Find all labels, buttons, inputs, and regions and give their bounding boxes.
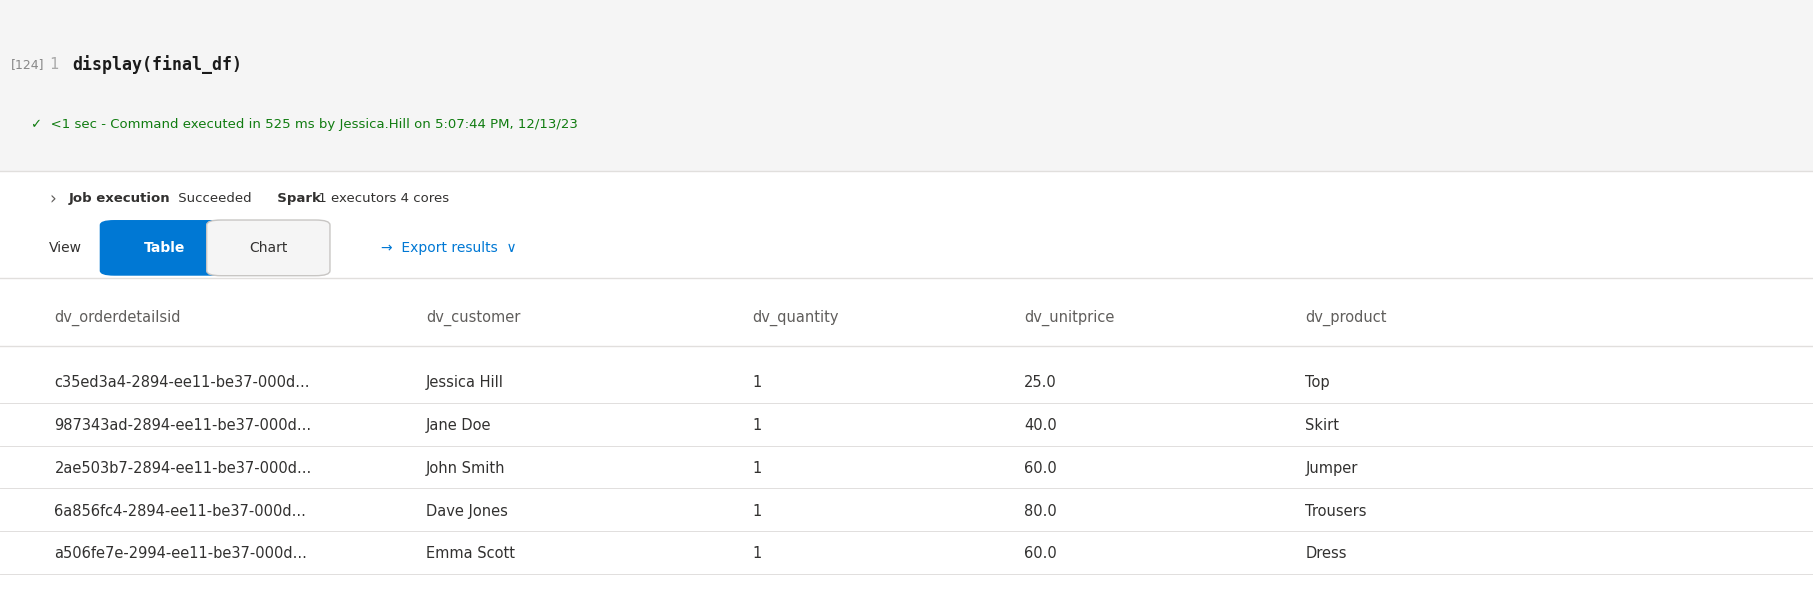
Text: 80.0: 80.0 [1024, 504, 1057, 518]
Text: 1: 1 [49, 57, 58, 72]
Text: Jumper: Jumper [1305, 461, 1358, 476]
Text: display(final_df): display(final_df) [73, 54, 243, 74]
Text: Dress: Dress [1305, 547, 1347, 561]
Text: c35ed3a4-2894-ee11-be37-000d...: c35ed3a4-2894-ee11-be37-000d... [54, 375, 310, 390]
Text: →  Export results  ∨: → Export results ∨ [381, 241, 517, 255]
Text: View: View [49, 241, 82, 255]
Text: 60.0: 60.0 [1024, 547, 1057, 561]
Text: 60.0: 60.0 [1024, 461, 1057, 476]
Text: Top: Top [1305, 375, 1331, 390]
Text: a506fe7e-2994-ee11-be37-000d...: a506fe7e-2994-ee11-be37-000d... [54, 547, 306, 561]
Text: Emma Scott: Emma Scott [426, 547, 515, 561]
Text: ✓  <1 sec - Command executed in 525 ms by Jessica.Hill on 5:07:44 PM, 12/13/23: ✓ <1 sec - Command executed in 525 ms by… [31, 118, 578, 131]
Text: dv_customer: dv_customer [426, 310, 520, 326]
Text: John Smith: John Smith [426, 461, 506, 476]
Text: Chart: Chart [248, 241, 288, 255]
Text: Jessica Hill: Jessica Hill [426, 375, 504, 390]
Text: [124]: [124] [11, 58, 44, 71]
Text: 1 executors 4 cores: 1 executors 4 cores [314, 192, 450, 206]
Text: 6a856fc4-2894-ee11-be37-000d...: 6a856fc4-2894-ee11-be37-000d... [54, 504, 306, 518]
Text: 1: 1 [752, 418, 761, 433]
Text: dv_unitprice: dv_unitprice [1024, 310, 1115, 326]
Text: ›: › [49, 190, 56, 208]
Text: dv_orderdetailsid: dv_orderdetailsid [54, 310, 181, 326]
Text: Jane Doe: Jane Doe [426, 418, 491, 433]
Text: Dave Jones: Dave Jones [426, 504, 508, 518]
Text: Trousers: Trousers [1305, 504, 1367, 518]
Text: 1: 1 [752, 461, 761, 476]
FancyBboxPatch shape [0, 0, 1813, 171]
Text: 40.0: 40.0 [1024, 418, 1057, 433]
Text: 1: 1 [752, 547, 761, 561]
Text: dv_product: dv_product [1305, 310, 1387, 326]
Text: Spark: Spark [268, 192, 321, 206]
Text: 1: 1 [752, 504, 761, 518]
Text: 987343ad-2894-ee11-be37-000d...: 987343ad-2894-ee11-be37-000d... [54, 418, 312, 433]
Text: 1: 1 [752, 375, 761, 390]
Text: Skirt: Skirt [1305, 418, 1340, 433]
Text: Table: Table [145, 241, 185, 255]
FancyBboxPatch shape [100, 220, 230, 276]
Text: Job execution: Job execution [69, 192, 170, 206]
Text: Succeeded: Succeeded [174, 192, 252, 206]
Text: dv_quantity: dv_quantity [752, 310, 839, 326]
Text: 2ae503b7-2894-ee11-be37-000d...: 2ae503b7-2894-ee11-be37-000d... [54, 461, 312, 476]
FancyBboxPatch shape [207, 220, 330, 276]
Text: 25.0: 25.0 [1024, 375, 1057, 390]
